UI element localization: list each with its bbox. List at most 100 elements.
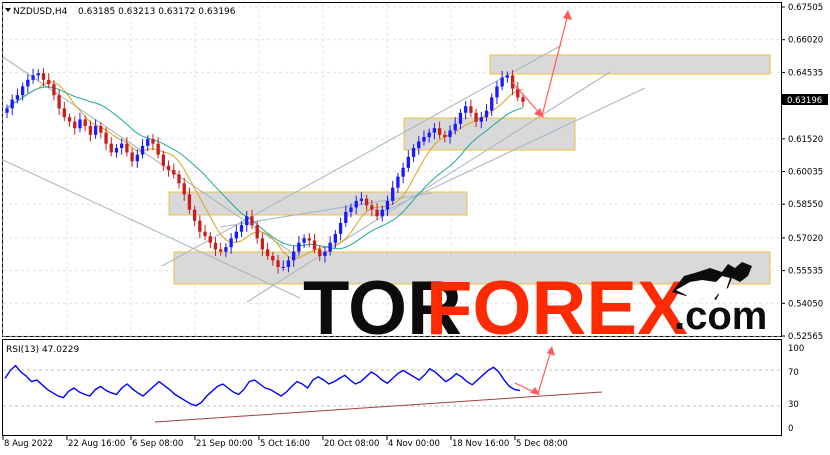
channel-line-2: [2, 159, 301, 299]
candle-body: [57, 95, 61, 109]
rsi-trend-line: [154, 391, 603, 423]
price-tick-label: 0.54050: [788, 299, 823, 309]
forecast-arrow-rsi: [514, 349, 552, 395]
candle-body: [31, 75, 35, 80]
candle-body: [463, 106, 468, 113]
time-axis: 8 Aug 2022 22 Aug 16:00 6 Sep 08:00 21 Sep …: [2, 436, 568, 449]
candle-body: [119, 143, 124, 149]
candle-body: [67, 117, 72, 122]
candle-body: [328, 242, 332, 252]
candle-body: [219, 249, 223, 252]
candle-body: [417, 141, 421, 149]
time-tick-label: 8 Aug 2022: [4, 439, 53, 449]
candle-body: [291, 251, 296, 261]
candles: [5, 67, 525, 274]
chart-header-symbol: NZDUSD,H4: [13, 7, 68, 17]
time-tick-label: 22 Aug 16:00: [68, 439, 125, 449]
price-tick-label: 0.57020: [788, 234, 823, 244]
price-tick-label: 0.66020: [788, 36, 823, 46]
candle-body: [312, 240, 317, 250]
candle-body: [99, 126, 103, 133]
bull-bear-icon: [672, 262, 752, 302]
candle-body: [521, 97, 525, 102]
candle-body: [437, 128, 442, 135]
candle-body: [234, 231, 239, 239]
candle-body: [88, 126, 93, 135]
chart-header-ohlc: 0.63185 0.63213 0.63172 0.63196: [78, 7, 236, 17]
candle-body: [78, 119, 82, 129]
candle-body: [490, 97, 494, 111]
logo-forex: FOREX: [426, 266, 688, 351]
candle-body: [26, 79, 30, 87]
candle-body: [427, 132, 431, 138]
candle-body: [391, 187, 395, 201]
logo-tor: TOR: [303, 266, 462, 351]
candle-body: [130, 152, 134, 162]
candle-body: [443, 134, 447, 138]
candle-body: [344, 211, 348, 223]
candle-body: [198, 220, 202, 232]
price-tick-label: 0.67505: [788, 3, 823, 13]
candle-body: [500, 77, 504, 87]
candle-body: [62, 108, 67, 118]
time-tick-label: 5 Oct 16:00: [260, 439, 310, 449]
candle-body: [432, 128, 437, 133]
price-tick-label: 0.60035: [788, 168, 823, 178]
candle-body: [406, 156, 411, 168]
rsi-axis: 100 70 30 0: [788, 344, 804, 434]
candle-body: [177, 174, 181, 184]
candle-body: [47, 79, 51, 85]
time-tick-label: 20 Oct 08:00: [324, 439, 379, 449]
arrow-head-rsi-down: [530, 387, 540, 395]
candle-body: [411, 148, 416, 157]
candle-body: [297, 242, 301, 252]
time-tick-label: 18 Nov 16:00: [452, 439, 509, 449]
time-tick-label: 5 Dec 08:00: [516, 439, 568, 449]
candle-body: [20, 86, 25, 96]
zone-top: [489, 54, 771, 75]
channel-line-3: [161, 44, 563, 267]
collapse-triangle-icon[interactable]: [5, 8, 11, 12]
current-price-label: 0.63196: [787, 96, 822, 106]
candle-body: [182, 183, 186, 195]
candle-body: [83, 119, 87, 127]
candle-body: [479, 117, 483, 122]
candle-body: [495, 86, 499, 98]
candle-body: [484, 110, 489, 118]
candle-body: [370, 205, 374, 210]
price-tick-label: 0.64535: [788, 68, 823, 78]
candle-body: [229, 238, 233, 248]
candle-body: [318, 249, 322, 256]
rsi-line: [4, 364, 521, 407]
candle-body: [286, 260, 291, 267]
rsi-tick-label: 30: [788, 400, 799, 410]
candle-body: [302, 238, 306, 243]
rsi-tick-label: 100: [788, 344, 804, 354]
candle-body: [349, 207, 353, 212]
torforex-logo: TOR FOREX .com: [303, 262, 767, 351]
candle-body: [422, 137, 426, 142]
candle-body: [224, 247, 228, 252]
candle-body: [41, 73, 46, 80]
price-tick-label: 0.58550: [788, 200, 823, 210]
candle-body: [516, 88, 520, 98]
candle-body: [505, 75, 510, 78]
candle-body: [208, 236, 212, 243]
candle-body: [36, 73, 40, 76]
candle-body: [239, 225, 244, 232]
candle-body: [385, 200, 390, 210]
candle-body: [276, 260, 280, 267]
candle-body: [73, 121, 77, 129]
candle-body: [354, 200, 358, 208]
candle-body: [104, 132, 108, 144]
rsi-label: RSI(13) 47.0229: [6, 345, 79, 355]
candle-body: [260, 238, 265, 250]
channel-line-6: [219, 192, 433, 228]
candle-body: [203, 231, 207, 237]
time-tick-label: 4 Nov 00:00: [388, 439, 440, 449]
candle-body: [359, 198, 364, 201]
candle-body: [474, 112, 478, 122]
support-resistance-zones: [168, 54, 771, 285]
candle-body: [375, 209, 379, 217]
